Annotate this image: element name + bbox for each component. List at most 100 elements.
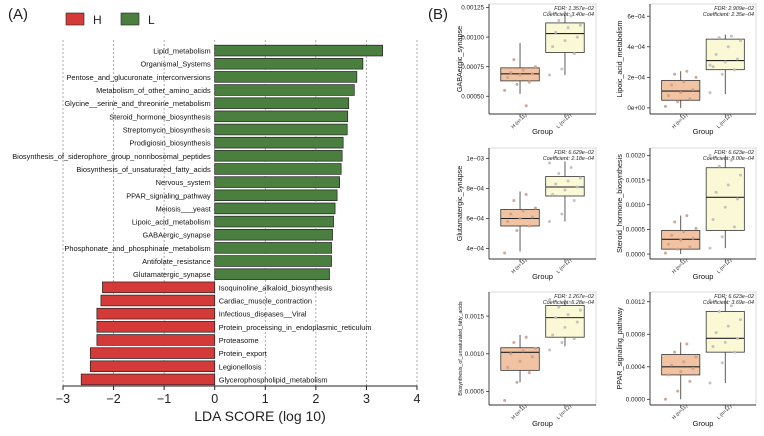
lda-bar [214, 242, 332, 254]
lda-bar [214, 71, 358, 83]
data-point [518, 73, 522, 77]
data-point [691, 366, 695, 370]
y-tick-label: 0.0010 [626, 202, 646, 209]
data-point [527, 371, 531, 375]
data-point [512, 340, 516, 344]
data-point [563, 39, 567, 43]
x-axis-title: Group [532, 127, 553, 136]
data-point [563, 188, 567, 192]
x-axis-title: LDA SCORE (log 10) [194, 408, 326, 424]
data-point [524, 193, 528, 196]
data-point [563, 325, 567, 329]
lda-bar [100, 294, 216, 307]
y-tick-label: 0.00075 [461, 64, 484, 71]
y-axis-title: Lipoic_acid_metabolism [615, 21, 624, 98]
data-point [691, 88, 695, 92]
y-tick-label: 6e−04 [627, 13, 645, 20]
x-axis-title: Group [532, 419, 553, 428]
lda-bar-label: Glycine__serine_and_threonine_metabolism [64, 99, 210, 108]
legend-swatch-H [65, 12, 85, 26]
data-point [670, 363, 674, 367]
data-point [735, 57, 739, 61]
data-point [711, 344, 715, 348]
y-tick-label: 0.0020 [626, 153, 646, 160]
lda-bar [214, 136, 344, 149]
fdr-annotation: FDR: 1.267e−02 [554, 294, 594, 300]
box-L (n=12) [705, 38, 745, 71]
lda-bar [214, 97, 350, 109]
coefficient-annotation: Coefficient: 2.18e−04 [543, 156, 594, 162]
lda-bar-label: Antifolate_resistance [142, 257, 211, 266]
data-point [551, 45, 555, 49]
data-point [708, 91, 712, 95]
data-point [578, 308, 582, 312]
data-point [533, 347, 537, 350]
data-point [509, 352, 513, 356]
x-tick-label: 1 [262, 392, 269, 406]
data-point [708, 381, 712, 385]
lda-bar-label: Meiosis___yeast [156, 204, 211, 213]
data-point [506, 365, 510, 369]
lda-bar-label: Cardiac_muscle_contraction [219, 297, 312, 306]
data-point [708, 298, 712, 302]
y-axis-title: Glutamatergic_synapse [455, 166, 464, 242]
data-point [732, 350, 736, 354]
data-point [739, 39, 743, 43]
y-axis-title: GABAergic_synapse [455, 26, 464, 92]
y-tick-label: 2e−04 [627, 75, 645, 82]
data-point [578, 176, 582, 180]
data-point [732, 225, 736, 229]
data-point [575, 185, 579, 189]
y-tick-label: 4e−04 [466, 246, 484, 253]
lda-bar-label: Glycerophospholipid_metabolism [219, 375, 328, 384]
lda-bar-label: Prodigiosin_biosynthesis [129, 139, 211, 148]
y-tick-label: 1e−03 [466, 156, 484, 163]
lda-bar-label: Infectious_diseases__Viral [219, 310, 307, 319]
data-point [688, 379, 692, 383]
lda-bar [214, 110, 349, 123]
lda-bar-label: PPAR_signaling_pathway [126, 191, 211, 200]
lda-bar-chart: H L Lipid_metabolism Organismal_Systems Pent… [12, 12, 421, 424]
data-point [676, 100, 680, 104]
data-point [663, 251, 667, 255]
data-point [682, 360, 686, 364]
data-point [723, 60, 727, 64]
data-point [548, 298, 552, 302]
data-point [521, 68, 525, 72]
lda-bar [214, 255, 332, 267]
data-point [503, 88, 507, 92]
data-point [524, 335, 528, 339]
data-point [679, 238, 683, 242]
legend-label-L: L [148, 13, 155, 27]
data-point [685, 214, 689, 218]
x-axis-title: Group [693, 272, 714, 281]
lda-bar [214, 44, 383, 57]
data-point [548, 220, 552, 223]
data-point [708, 63, 712, 67]
x-axis-title: Group [693, 419, 714, 428]
y-tick-label: 4e−04 [627, 44, 645, 51]
data-point [670, 233, 674, 237]
data-point [560, 340, 564, 344]
lda-bar-label: Isoquinoline_alkaloid_biosynthesis [219, 283, 333, 292]
data-point [533, 206, 537, 210]
lda-bar-label: GABAergic_synapse [143, 231, 211, 240]
fdr-annotation: FDR: 1.357e−02 [554, 6, 594, 12]
data-point [515, 229, 519, 232]
y-tick-label: 0.0010 [465, 351, 485, 358]
data-point [667, 94, 671, 98]
data-point [512, 199, 516, 202]
boxplot-frame [488, 3, 597, 115]
lda-bar [214, 123, 348, 136]
x-tick-label: 2 [312, 392, 319, 406]
lda-bar [214, 57, 364, 70]
data-point [694, 75, 698, 79]
lda-bar-label: Organismal_Systems [140, 60, 211, 69]
data-point [548, 10, 552, 14]
lda-bar [214, 268, 330, 280]
data-point [521, 209, 525, 213]
lda-bar-label: Protein_export [219, 349, 267, 358]
x-axis-title: Group [532, 272, 553, 281]
y-axis-title: Steroid_hormone_biosynthesis [615, 154, 624, 253]
